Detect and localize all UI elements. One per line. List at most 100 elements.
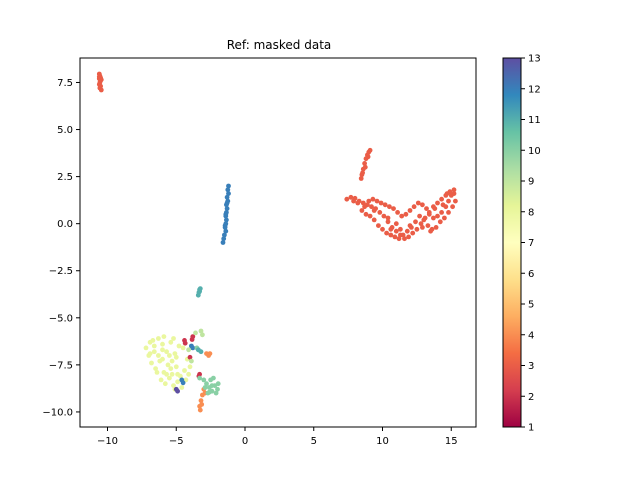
data-point-c3-71 [446,210,451,215]
data-point-c4-24 [146,353,152,358]
data-point-c3-68 [433,225,439,230]
data-point-c1-12 [223,228,229,234]
data-point-c3-40 [399,213,405,219]
data-point-c8-3 [186,347,192,353]
data-point-c1-13 [222,232,227,238]
colorbar-tick-label: 2 [528,392,534,403]
data-point-c3-85 [362,161,367,166]
x-tick-label: 0 [242,436,248,447]
data-point-c4-34 [175,371,181,377]
data-point-c3-33 [426,211,432,217]
data-point-c4-23 [179,385,185,390]
data-point-c4-2 [151,343,157,349]
data-point-c4-27 [171,336,176,341]
data-point-c1-15 [220,240,226,245]
data-point-c3-66 [425,223,431,229]
data-point-c4-4 [160,341,165,347]
data-point-c5-3 [189,337,195,342]
data-point-c3-9 [381,213,387,219]
data-point-c3-44 [382,202,388,208]
x-tick-label: 15 [445,436,458,447]
data-point-c3-6 [369,204,374,210]
data-point-c3-89 [367,147,373,153]
data-point-c3-4 [360,200,366,206]
data-point-c4-9 [149,360,154,366]
data-point-c3-31 [435,213,440,219]
data-point-c4-39 [147,339,153,345]
data-point-c4-15 [173,364,179,370]
data-point-c3-63 [413,219,418,225]
data-point-c3-75 [440,202,446,208]
data-point-c4-18 [158,377,164,383]
data-point-c3-81 [355,200,361,206]
y-tick-label: 7.5 [57,78,73,89]
data-point-c3-95 [432,206,438,212]
data-point-c3-30 [439,210,444,215]
data-point-c11-0 [204,381,209,387]
data-point-c3-41 [395,210,400,215]
data-point-c3-91 [362,164,368,170]
data-point-c4-19 [162,381,168,387]
y-tick-label: −10.0 [42,407,73,418]
data-point-c1-9 [224,217,229,223]
data-point-c3-22 [435,200,440,206]
data-point-c4-45 [168,366,174,371]
data-point-c3-52 [367,213,373,219]
data-point-c3-18 [418,221,424,227]
data-point-c3-64 [417,213,422,219]
data-point-c11-11 [202,385,208,390]
data-point-c4-5 [164,349,170,355]
data-point-c4-35 [169,358,175,364]
data-point-c1-14 [221,236,227,242]
data-point-c10-2 [207,351,213,356]
colorbar-tick-label: 9 [528,177,534,188]
data-point-c3-93 [358,176,364,181]
data-point-c1-2 [226,191,231,197]
colorbar-tick-label: 8 [528,207,534,218]
data-point-c4-20 [167,375,172,381]
data-point-c8-2 [200,332,205,338]
data-point-c11-9 [209,383,215,388]
data-point-c4-41 [186,371,192,377]
data-point-c3-76 [428,228,433,234]
data-point-c3-51 [363,211,369,217]
data-point-c8-1 [198,328,204,334]
colorbar [503,58,521,427]
data-point-c1-0 [226,183,231,189]
colorbar-tick-label: 4 [528,330,534,341]
data-point-c3-43 [387,204,392,210]
data-point-c11-14 [206,389,212,395]
data-point-c3-78 [393,221,399,227]
data-point-c4-22 [175,379,181,385]
data-point-c4-3 [156,353,161,358]
data-point-c4-40 [187,364,193,370]
data-point-c11-13 [215,381,221,387]
data-point-c1-3 [224,194,230,200]
x-tick-label: 5 [311,436,317,447]
data-point-c4-10 [153,366,159,371]
colorbar-tick-label: 7 [528,238,534,249]
x-tick-label: −5 [169,436,184,447]
colorbar-tick-label: 5 [528,300,534,311]
y-tick-label: 5.0 [57,125,73,136]
data-point-c3-34 [424,206,429,212]
data-point-c3-77 [420,225,425,230]
data-point-c3-56 [384,230,389,236]
data-point-c3-55 [380,226,385,232]
x-tick-label: −10 [97,436,118,447]
colorbar-tick-label: 13 [528,54,541,65]
colorbar-tick-label: 12 [528,84,541,95]
data-point-c3-54 [376,223,381,229]
data-point-c3-12 [393,228,399,234]
data-point-c3-80 [371,208,377,213]
data-point-c3-72 [450,204,455,210]
y-tick-label: 2.5 [57,172,73,183]
data-point-c3-14 [402,236,407,242]
data-point-c3-23 [439,196,444,202]
data-point-c5-6 [187,354,193,360]
data-point-c4-14 [169,371,175,377]
data-point-c3-37 [411,204,417,210]
data-point-c4-38 [164,371,170,377]
